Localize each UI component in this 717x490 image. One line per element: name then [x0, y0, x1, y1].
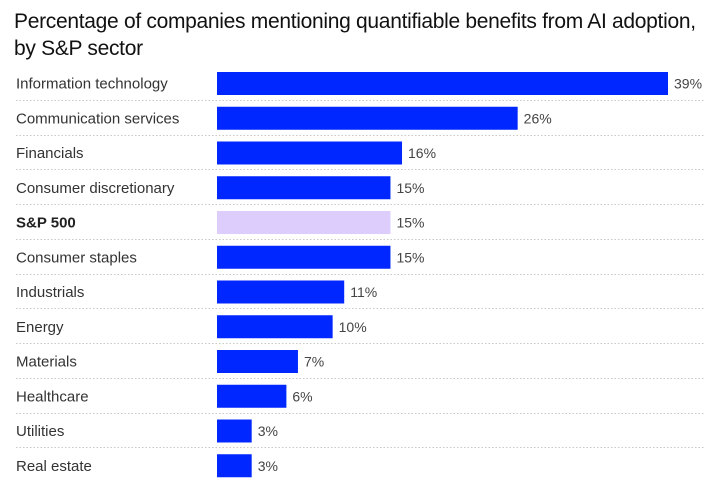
- bar-row-healthcare: Healthcare 6%: [16, 384, 704, 414]
- bar-row-consumer-discretionary: Consumer discretionary 15%: [16, 176, 704, 205]
- data-label: 15%: [396, 215, 424, 231]
- data-label: 11%: [350, 284, 377, 300]
- bar-highlight: [217, 211, 391, 234]
- category-label: Industrials: [16, 284, 84, 301]
- category-label: Energy: [16, 319, 64, 336]
- bar-row-industrials: Industrials 11%: [16, 280, 704, 309]
- bar-row-materials: Materials 7%: [16, 350, 704, 379]
- category-label: Consumer discretionary: [16, 180, 175, 197]
- category-label: Communication services: [16, 110, 179, 127]
- bar-row-sandp-500: S&P 500 15%: [16, 211, 704, 240]
- bar: [217, 280, 345, 304]
- category-label: Real estate: [16, 458, 92, 475]
- category-label: Healthcare: [16, 388, 89, 405]
- data-label: 3%: [258, 458, 278, 474]
- bar: [217, 384, 287, 408]
- data-label: 15%: [396, 249, 424, 265]
- data-label: 3%: [258, 423, 278, 439]
- data-label: 26%: [524, 110, 552, 126]
- category-label: S&P 500: [16, 215, 76, 232]
- data-label: 7%: [304, 354, 324, 370]
- data-label: 15%: [396, 180, 424, 196]
- bar-row-consumer-staples: Consumer staples 15%: [16, 245, 704, 275]
- data-label: 16%: [408, 145, 436, 161]
- category-label: Materials: [16, 354, 77, 371]
- category-label: Consumer staples: [16, 249, 137, 266]
- bar-row-financials: Financials 16%: [16, 141, 704, 170]
- data-label: 6%: [292, 388, 312, 404]
- bar: [217, 315, 333, 339]
- bar: [217, 141, 403, 165]
- chart-title: Percentage of companies mentioning quant…: [14, 10, 696, 60]
- bar-row-energy: Energy 10%: [16, 315, 704, 344]
- data-label: 10%: [339, 319, 367, 335]
- category-label: Utilities: [16, 423, 64, 440]
- bar-row-information-technology: Information technology 39%: [16, 72, 704, 101]
- bar: [217, 454, 252, 478]
- category-label: Information technology: [16, 76, 168, 93]
- bar: [217, 419, 252, 443]
- bar: [217, 245, 391, 269]
- data-label: 39%: [674, 76, 702, 92]
- bar: [217, 350, 298, 373]
- bar: [217, 72, 668, 95]
- category-label: Financials: [16, 145, 84, 162]
- bar: [217, 176, 391, 200]
- bar-row-utilities: Utilities 3%: [16, 419, 704, 448]
- bar-row-communication-services: Communication services 26%: [16, 106, 704, 136]
- bar-row-real-estate: Real estate 3%: [16, 454, 278, 478]
- bar: [217, 106, 518, 130]
